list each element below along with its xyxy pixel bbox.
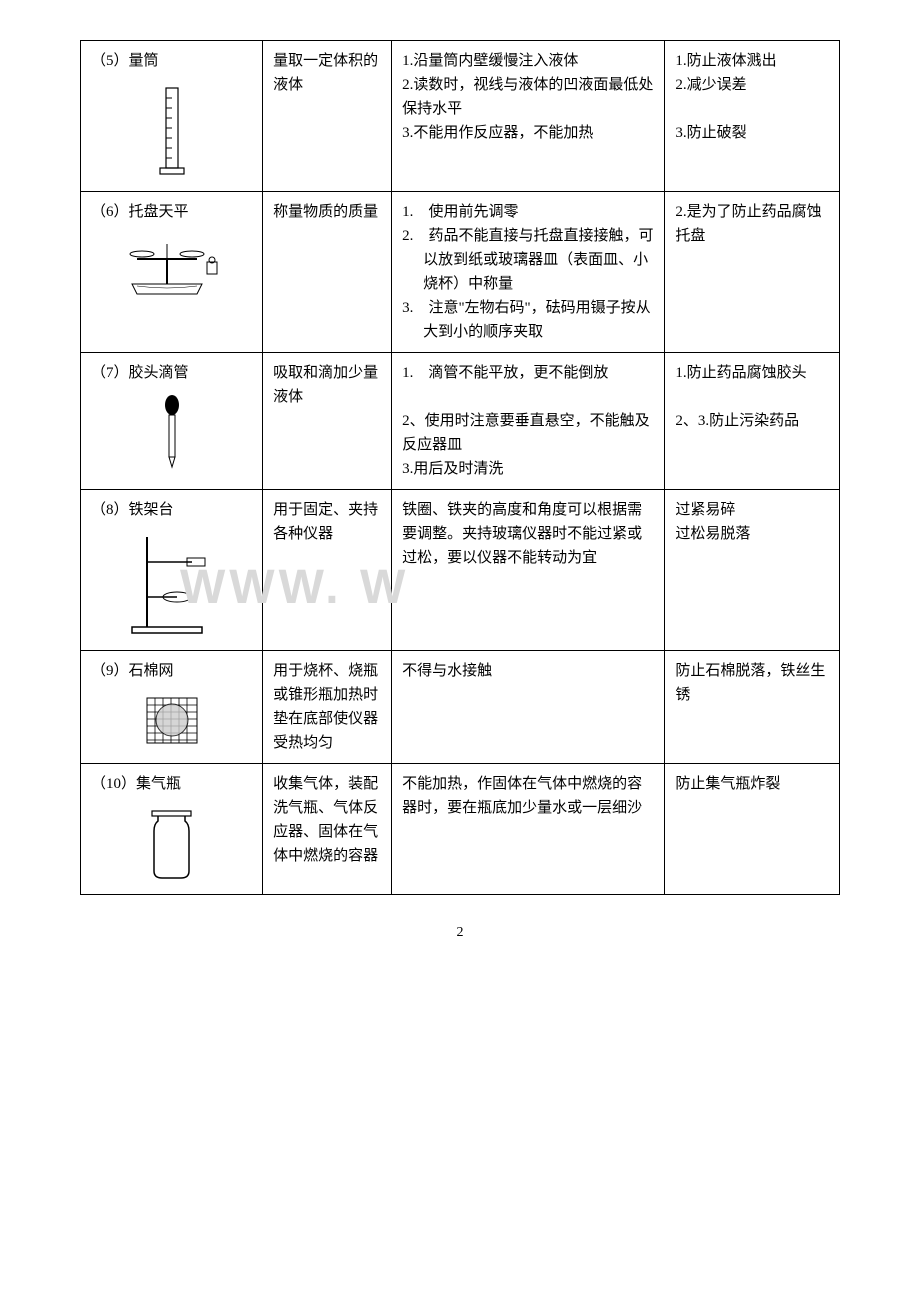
iron-stand-icon <box>127 532 217 642</box>
apparatus-table: （5）量筒 量取一定体 <box>80 40 840 895</box>
use-cell: 用于固定、夹持各种仪器 <box>263 490 392 651</box>
use-text: 收集气体，装配洗气瓶、气体反应器、固体在气体中燃烧的容器 <box>273 776 378 864</box>
notes-text: 铁圈、铁夹的高度和角度可以根据需要调整。夹持玻璃仪器时不能过紧或过松，要以仪器不… <box>402 502 642 566</box>
note-item: 注意"左物右码"，砝码用镊子按从大到小的顺序夹取 <box>423 300 651 340</box>
note-item: 使用前先调零 <box>428 204 518 220</box>
row-label: （7）胶头滴管 <box>91 361 189 385</box>
row-label: （5）量筒 <box>91 49 159 73</box>
apparatus-cell: （6）托盘天平 <box>81 192 263 353</box>
apparatus-cell: （9）石棉网 <box>81 651 263 764</box>
apparatus-cell: （7）胶头滴管 <box>81 353 263 490</box>
notes-text: 1. 滴管不能平放，更不能倒放 2、使用时注意要垂直悬空，不能触及反应器皿 3.… <box>402 365 650 477</box>
row-label: （9）石棉网 <box>91 659 174 683</box>
apparatus-cell: （5）量筒 <box>81 41 263 192</box>
graduated-cylinder-icon <box>152 83 192 183</box>
page-number: 2 <box>80 925 840 941</box>
table-row: （5）量筒 量取一定体 <box>81 41 840 192</box>
reason-text: 防止集气瓶炸裂 <box>675 776 780 792</box>
notes-text: 不能加热，作固体在气体中燃烧的容器时，要在瓶底加少量水或一层细沙 <box>402 776 642 816</box>
gas-jar-icon <box>144 806 199 886</box>
reason-text: 防止石棉脱落，铁丝生锈 <box>675 663 825 703</box>
table-row: （6）托盘天平 称量物 <box>81 192 840 353</box>
notes-cell: 铁圈、铁夹的高度和角度可以根据需要调整。夹持玻璃仪器时不能过紧或过松，要以仪器不… <box>392 490 665 651</box>
use-cell: 量取一定体积的液体 <box>263 41 392 192</box>
use-text: 用于固定、夹持各种仪器 <box>273 502 378 542</box>
table-row: （10）集气瓶 收集气体，装配洗气瓶、气体反应器、固体在气体中燃烧的容器 不能加… <box>81 764 840 895</box>
use-cell: 收集气体，装配洗气瓶、气体反应器、固体在气体中燃烧的容器 <box>263 764 392 895</box>
use-text: 量取一定体积的液体 <box>273 53 378 93</box>
reason-text: 1.防止液体溅出 2.减少误差 3.防止破裂 <box>675 53 776 141</box>
asbestos-mesh-icon <box>142 693 202 748</box>
table-row: （7）胶头滴管 吸取和滴加少量液体 1. 滴管不能平放，更不能倒放 2、使用时注… <box>81 353 840 490</box>
use-cell: 称量物质的质量 <box>263 192 392 353</box>
row-label: （10）集气瓶 <box>91 772 181 796</box>
apparatus-cell: （10）集气瓶 <box>81 764 263 895</box>
notes-text: 不得与水接触 <box>402 663 492 679</box>
notes-cell: 不能加热，作固体在气体中燃烧的容器时，要在瓶底加少量水或一层细沙 <box>392 764 665 895</box>
reason-text: 1.防止药品腐蚀胶头 2、3.防止污染药品 <box>675 365 806 429</box>
use-text: 用于烧杯、烧瓶或锥形瓶加热时垫在底部使仪器受热均匀 <box>273 663 378 751</box>
notes-cell: 1. 使用前先调零 2. 药品不能直接与托盘直接接触，可以放到纸或玻璃器皿（表面… <box>392 192 665 353</box>
balance-scale-icon <box>122 234 222 304</box>
reason-cell: 防止石棉脱落，铁丝生锈 <box>665 651 840 764</box>
reason-cell: 2.是为了防止药品腐蚀托盘 <box>665 192 840 353</box>
use-cell: 吸取和滴加少量液体 <box>263 353 392 490</box>
reason-text: 过紧易碎 过松易脱落 <box>675 502 750 542</box>
row-label: （6）托盘天平 <box>91 200 189 224</box>
table-row: （9）石棉网 <box>81 651 840 764</box>
notes-cell: 1. 滴管不能平放，更不能倒放 2、使用时注意要垂直悬空，不能触及反应器皿 3.… <box>392 353 665 490</box>
use-cell: 用于烧杯、烧瓶或锥形瓶加热时垫在底部使仪器受热均匀 <box>263 651 392 764</box>
reason-cell: 1.防止药品腐蚀胶头 2、3.防止污染药品 <box>665 353 840 490</box>
use-text: 称量物质的质量 <box>273 204 378 220</box>
row-label: （8）铁架台 <box>91 498 174 522</box>
reason-cell: 过紧易碎 过松易脱落 <box>665 490 840 651</box>
notes-cell: 不得与水接触 <box>392 651 665 764</box>
table-row: （8）铁架台 用于固定、夹持各种仪器 铁圈、铁夹的高度和角度可以根据需要调整。夹… <box>81 490 840 651</box>
notes-cell: 1.沿量筒内壁缓慢注入液体 2.读数时，视线与液体的凹液面最低处保持水平 3.不… <box>392 41 665 192</box>
reason-cell: 防止集气瓶炸裂 <box>665 764 840 895</box>
dropper-icon <box>157 395 187 475</box>
apparatus-cell: （8）铁架台 <box>81 490 263 651</box>
notes-text: 1.沿量筒内壁缓慢注入液体 2.读数时，视线与液体的凹液面最低处保持水平 3.不… <box>402 53 653 141</box>
document-page: WWW. W （5）量筒 <box>80 40 840 941</box>
reason-text: 2.是为了防止药品腐蚀托盘 <box>675 204 821 244</box>
note-item: 药品不能直接与托盘直接接触，可以放到纸或玻璃器皿（表面皿、小烧杯）中称量 <box>423 228 653 292</box>
use-text: 吸取和滴加少量液体 <box>273 365 378 405</box>
reason-cell: 1.防止液体溅出 2.减少误差 3.防止破裂 <box>665 41 840 192</box>
